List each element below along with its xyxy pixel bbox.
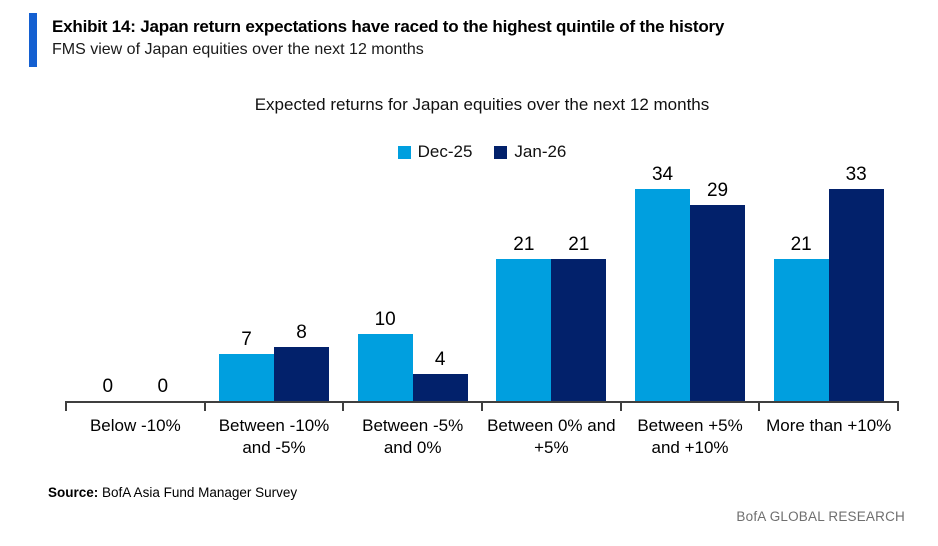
footer: Source: BofA Asia Fund Manager Survey Bo…	[0, 485, 938, 524]
exhibit-subtitle: FMS view of Japan equities over the next…	[52, 40, 424, 58]
bar-jan-26	[274, 347, 329, 401]
x-axis-labels: Below -10% Between -10% and -5% Between -5…	[66, 403, 898, 459]
axis-tick	[203, 401, 206, 411]
axis-tick	[481, 401, 484, 411]
exhibit-header: Exhibit 14: Japan return expectations ha…	[29, 13, 905, 67]
bar-value-label: 21	[790, 234, 812, 256]
legend-label-dec25: Dec-25	[417, 142, 473, 161]
bar-value-label: 4	[434, 349, 446, 371]
chart-title: Expected returns for Japan equities over…	[254, 95, 710, 114]
chart-legend: Dec-25 Jan-26	[66, 142, 898, 162]
bar-column: 34	[635, 164, 691, 401]
bar-jan-26	[412, 374, 468, 401]
accent-bar	[29, 13, 37, 67]
exhibit-header-text: Exhibit 14: Japan return expectations ha…	[52, 13, 724, 67]
bar-column: 21	[496, 165, 552, 401]
source-text: BofA Asia Fund Manager Survey	[102, 485, 298, 501]
bar-column: 0	[80, 165, 135, 401]
legend-label-jan26: Jan-26	[514, 142, 567, 161]
bar-column: 33	[828, 164, 884, 401]
legend-item-jan26: Jan-26	[494, 142, 566, 162]
bar-value-label: 0	[157, 376, 169, 397]
bar-value-label: 10	[374, 308, 396, 330]
bar-value-label: 33	[845, 164, 867, 185]
bar-value-label: 7	[241, 328, 252, 350]
category-group: 21 33	[758, 164, 900, 411]
bar-value-label: 29	[706, 180, 729, 202]
x-axis-label: Between +5% and +10%	[637, 416, 743, 458]
bar-column: 21	[773, 165, 829, 401]
axis-tick	[897, 401, 900, 411]
bar-dec-25	[773, 259, 829, 401]
category-group: 10 4	[342, 165, 482, 411]
bar-column: 7	[219, 165, 274, 401]
category-group: 21 21	[481, 165, 621, 411]
bar-value-label: 0	[102, 376, 114, 397]
x-axis-label: Below -10%	[89, 416, 181, 435]
bar-column: 10	[357, 165, 413, 401]
bar-dec-25	[496, 259, 552, 401]
bar-value-label: 8	[296, 322, 307, 344]
x-axis-label: Between 0% and +5%	[487, 416, 616, 458]
source-line: Source: BofA Asia Fund Manager Survey	[48, 485, 938, 500]
bar-column: 0	[135, 165, 190, 401]
legend-swatch-jan26-icon	[494, 145, 508, 159]
bar-column: 29	[690, 165, 746, 401]
bar-column: 21	[551, 165, 607, 401]
legend-swatch-dec25-icon	[397, 145, 411, 159]
legend-item-dec25: Dec-25	[397, 142, 473, 162]
bar-dec-25	[635, 189, 691, 401]
bar-value-label: 21	[513, 234, 535, 256]
x-axis-label: Between -10% and -5%	[218, 416, 330, 458]
bar-column: 8	[274, 165, 329, 401]
exhibit-title: Exhibit 14: Japan return expectations ha…	[52, 17, 725, 36]
axis-tick	[342, 401, 345, 411]
bar-chart: Expected returns for Japan equities over…	[65, 95, 900, 459]
branding: BofA GLOBAL RESEARCH	[736, 509, 905, 525]
plot-area: 0 0 7 8 10 4 21 21 34 29 21 33	[65, 164, 900, 411]
bar-jan-26	[828, 189, 884, 401]
bar-jan-26	[690, 205, 746, 401]
category-group: 34 29	[619, 164, 760, 411]
axis-tick	[619, 401, 622, 411]
bar-jan-26	[551, 259, 607, 401]
axis-tick	[758, 401, 761, 411]
bar-value-label: 34	[651, 164, 674, 185]
bar-dec-25	[219, 353, 274, 401]
axis-tick	[65, 401, 67, 411]
source-label: Source:	[48, 485, 99, 501]
x-axis-label: More than +10%	[766, 416, 892, 435]
x-axis-label: Between -5% and 0%	[362, 416, 464, 458]
bar-dec-25	[357, 333, 413, 401]
bar-column: 4	[412, 165, 468, 401]
bar-value-label: 21	[568, 234, 590, 256]
